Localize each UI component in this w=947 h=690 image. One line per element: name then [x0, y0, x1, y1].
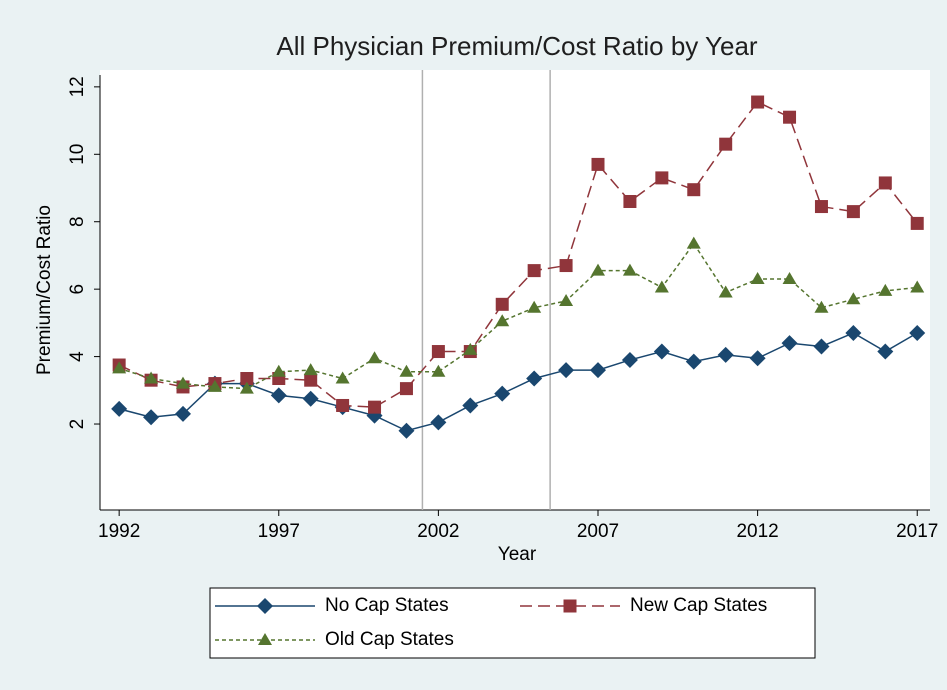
data-point	[558, 362, 575, 379]
data-point	[335, 371, 350, 384]
data-point	[782, 272, 797, 285]
data-point	[143, 409, 160, 426]
x-tick-label: 1992	[98, 521, 140, 542]
data-point	[751, 95, 765, 109]
data-point	[368, 400, 382, 414]
legend-label: New Cap States	[630, 595, 767, 616]
data-point	[207, 379, 222, 392]
data-point	[655, 171, 669, 185]
data-point	[781, 335, 798, 352]
data-point	[399, 364, 414, 377]
data-point	[271, 364, 286, 377]
data-point	[910, 216, 924, 230]
data-point	[398, 422, 415, 439]
data-point	[719, 137, 733, 151]
data-point	[495, 297, 509, 311]
data-point	[590, 362, 606, 379]
data-point	[687, 183, 701, 197]
data-point	[813, 338, 830, 355]
legend-label: Old Cap States	[325, 629, 454, 650]
data-point	[304, 373, 318, 387]
data-point	[877, 343, 894, 360]
data-point	[431, 364, 446, 377]
x-axis-title: Year	[498, 544, 537, 565]
data-point	[270, 387, 287, 404]
data-point	[622, 263, 637, 276]
data-point	[559, 259, 573, 273]
data-point	[430, 414, 447, 431]
legend-marker	[563, 599, 577, 613]
data-point	[431, 345, 445, 359]
legend-marker	[257, 598, 273, 614]
data-point	[845, 324, 862, 341]
x-tick-label: 2007	[577, 521, 619, 542]
data-point	[685, 353, 702, 370]
data-point	[112, 361, 127, 374]
data-point	[686, 236, 701, 249]
plot-area	[100, 70, 930, 510]
data-point	[654, 280, 669, 293]
data-point	[144, 371, 159, 384]
legend-label: No Cap States	[325, 595, 449, 616]
chart-title: All Physician Premium/Cost Ratio by Year	[276, 31, 758, 61]
legend-marker	[258, 633, 272, 645]
y-tick-label: 6	[67, 284, 88, 295]
data-point	[783, 110, 797, 124]
data-point	[336, 398, 350, 412]
data-point	[750, 272, 765, 285]
y-tick-label: 2	[67, 419, 88, 430]
data-point	[749, 350, 766, 367]
data-point	[718, 285, 733, 298]
x-tick-label: 2012	[736, 521, 778, 542]
data-point	[909, 324, 926, 341]
series-line	[118, 242, 918, 390]
y-tick-label: 10	[67, 144, 88, 165]
y-tick-label: 12	[67, 76, 88, 97]
data-point	[462, 397, 479, 414]
x-tick-label: 1997	[258, 521, 300, 542]
data-point	[494, 385, 511, 402]
data-point	[814, 200, 828, 214]
data-point	[814, 300, 829, 313]
data-point	[717, 346, 734, 363]
data-point	[495, 314, 510, 327]
x-tick-label: 2002	[417, 521, 459, 542]
data-point	[302, 390, 319, 407]
data-point	[878, 176, 892, 190]
data-point	[653, 343, 670, 360]
data-point	[240, 372, 254, 386]
data-point	[621, 351, 638, 368]
data-point	[623, 194, 637, 208]
data-point	[591, 157, 605, 171]
data-point	[527, 300, 542, 313]
data-point	[910, 280, 925, 293]
data-point	[591, 263, 605, 276]
data-point	[846, 292, 861, 305]
data-point	[303, 363, 318, 376]
data-point	[559, 293, 574, 306]
data-point	[176, 376, 190, 389]
data-point	[878, 283, 893, 296]
data-point	[846, 205, 860, 219]
data-point	[367, 351, 382, 364]
data-point	[526, 370, 543, 387]
legend	[209, 587, 816, 659]
data-point	[111, 400, 128, 417]
y-axis-title: Premium/Cost Ratio	[34, 205, 55, 375]
x-tick-label: 2017	[896, 521, 938, 542]
y-tick-label: 8	[67, 216, 88, 227]
data-point	[527, 264, 541, 278]
data-point	[463, 342, 478, 355]
data-point	[239, 381, 254, 394]
y-tick-label: 4	[67, 351, 88, 362]
data-point	[175, 405, 191, 422]
data-point	[399, 382, 413, 396]
